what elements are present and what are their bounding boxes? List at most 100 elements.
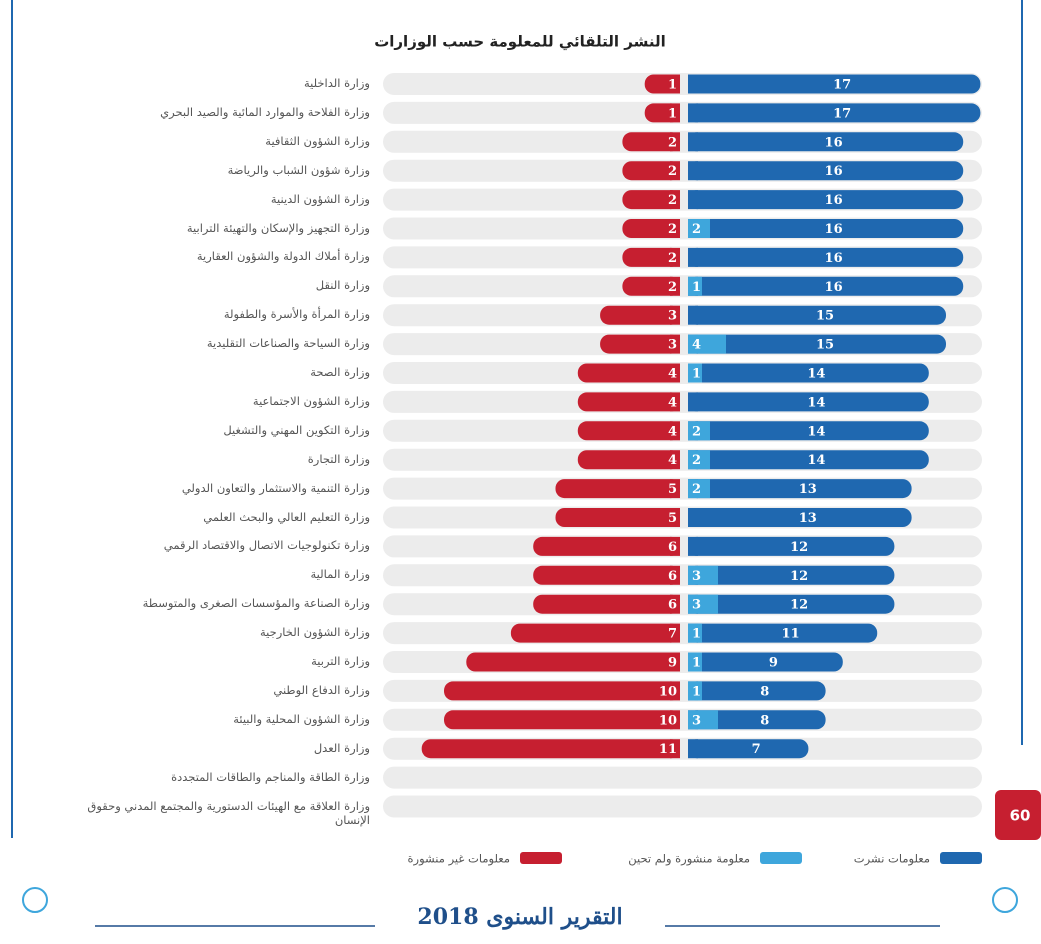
bar-published <box>688 334 946 354</box>
bar-unpublished <box>622 219 680 238</box>
category-label: وزارة السياحة والصناعات التقليدية <box>206 336 370 351</box>
bar-not-updated <box>688 623 702 643</box>
value-label: 2 <box>668 135 677 150</box>
category-label: وزارة التنمية والاستثمار والتعاون الدولي <box>181 480 370 495</box>
category-label: وزارة الشؤون الاجتماعية <box>252 393 370 408</box>
bar-published-cap <box>688 305 698 325</box>
bar-published <box>688 392 929 412</box>
value-label: 13 <box>799 511 817 526</box>
bar-unpublished-cap <box>670 508 680 527</box>
bar-published <box>688 132 964 152</box>
value-label: 1 <box>692 684 701 699</box>
bar-published-cap <box>688 132 698 152</box>
value-label: 1 <box>668 78 677 93</box>
value-label: 13 <box>799 482 817 497</box>
bar-unpublished-cap <box>670 623 680 643</box>
bar-published <box>688 421 929 441</box>
value-label: 15 <box>816 309 834 324</box>
bar-unpublished-cap <box>670 652 680 672</box>
bar-published-cap <box>688 190 698 210</box>
category-label: وزارة الطاقة والمناجم والطاقات المتجددة <box>171 769 370 784</box>
value-label: 2 <box>692 222 701 237</box>
bar-unpublished-cap <box>670 363 680 383</box>
bar-unpublished <box>622 190 680 210</box>
bar-published-cap <box>688 74 698 94</box>
category-label: وزارة الشؤون الخارجية <box>259 625 370 640</box>
bar-published <box>688 594 895 614</box>
category-label: وزارة الصناعة والمؤسسات الصغرى والمتوسطة <box>142 596 370 611</box>
value-label: 3 <box>692 598 701 613</box>
value-label: 17 <box>833 106 851 121</box>
bar-not-updated <box>688 334 726 354</box>
value-label: 1 <box>692 367 701 382</box>
bar-published-cap <box>688 536 698 556</box>
value-label: 3 <box>668 338 677 353</box>
bar-unpublished-cap <box>670 565 680 585</box>
value-label: 2 <box>668 222 677 237</box>
bar-unpublished <box>510 623 680 643</box>
bar-published <box>688 161 964 181</box>
bar-unpublished-cap <box>670 421 680 441</box>
value-label: 6 <box>668 569 677 584</box>
value-label: 6 <box>668 540 677 555</box>
value-label: 12 <box>790 540 808 555</box>
category-label: وزارة النقل <box>315 278 370 293</box>
legend-swatch <box>520 852 562 864</box>
bar-published <box>688 536 895 556</box>
value-label: 1 <box>692 656 701 671</box>
page-number: 60 <box>1010 807 1031 825</box>
legend-swatch <box>760 852 802 864</box>
chart-title: النشر التلقائي للمعلومة حسب الوزارات <box>374 33 666 51</box>
footer-title: التقرير السنوى 2018 <box>417 904 622 930</box>
legend-label: معلومات نشرت <box>854 852 930 867</box>
bar-not-updated <box>688 594 718 614</box>
bar-published <box>688 623 878 643</box>
legend-swatch <box>940 852 982 864</box>
bar-unpublished-cap <box>670 276 680 296</box>
bar-published <box>688 710 826 730</box>
bar-unpublished-cap <box>670 392 680 412</box>
value-label: 10 <box>659 713 677 728</box>
value-label: 11 <box>659 742 677 757</box>
value-label: 14 <box>807 424 825 439</box>
bar-published-cap <box>688 508 698 527</box>
category-label: وزارة الصحة <box>310 365 370 379</box>
value-label: 4 <box>668 395 677 410</box>
bar-published <box>688 219 964 238</box>
bar-published <box>688 103 981 123</box>
bar-published-cap <box>688 161 698 181</box>
category-label: وزارة التجارة <box>307 451 370 466</box>
bar-not-updated <box>688 363 702 383</box>
value-label: 2 <box>692 424 701 439</box>
bar-not-updated <box>688 276 702 296</box>
value-label: 8 <box>760 684 769 699</box>
bar-unpublished-cap <box>670 161 680 181</box>
category-label: وزارة التكوين المهني والتشغيل <box>223 422 370 437</box>
value-label: 16 <box>825 280 843 295</box>
value-label: 7 <box>668 627 677 642</box>
bar-not-updated <box>688 479 710 499</box>
value-label: 10 <box>659 684 677 699</box>
bar-not-updated <box>688 710 718 730</box>
value-label: 1 <box>692 280 701 295</box>
value-label: 14 <box>807 367 825 382</box>
value-label: 2 <box>692 453 701 468</box>
value-label: 4 <box>668 453 677 468</box>
value-label: 4 <box>668 367 677 382</box>
bar-unpublished <box>421 739 680 759</box>
category-label: وزارة الشؤون الثقافية <box>265 133 370 148</box>
value-label: 5 <box>668 482 677 497</box>
bar-unpublished <box>577 392 680 412</box>
value-label: 5 <box>668 511 677 526</box>
bar-unpublished-cap <box>670 247 680 267</box>
bar-unpublished-cap <box>670 710 680 730</box>
bar-unpublished <box>622 247 680 267</box>
bar-unpublished-cap <box>670 450 680 470</box>
bar-unpublished <box>533 594 680 614</box>
category-label: وزارة أملاك الدولة والشؤون العقارية <box>196 249 370 264</box>
ornament <box>992 887 1018 913</box>
value-label: 1 <box>692 627 701 642</box>
value-label: 6 <box>668 598 677 613</box>
value-label: 14 <box>807 395 825 410</box>
